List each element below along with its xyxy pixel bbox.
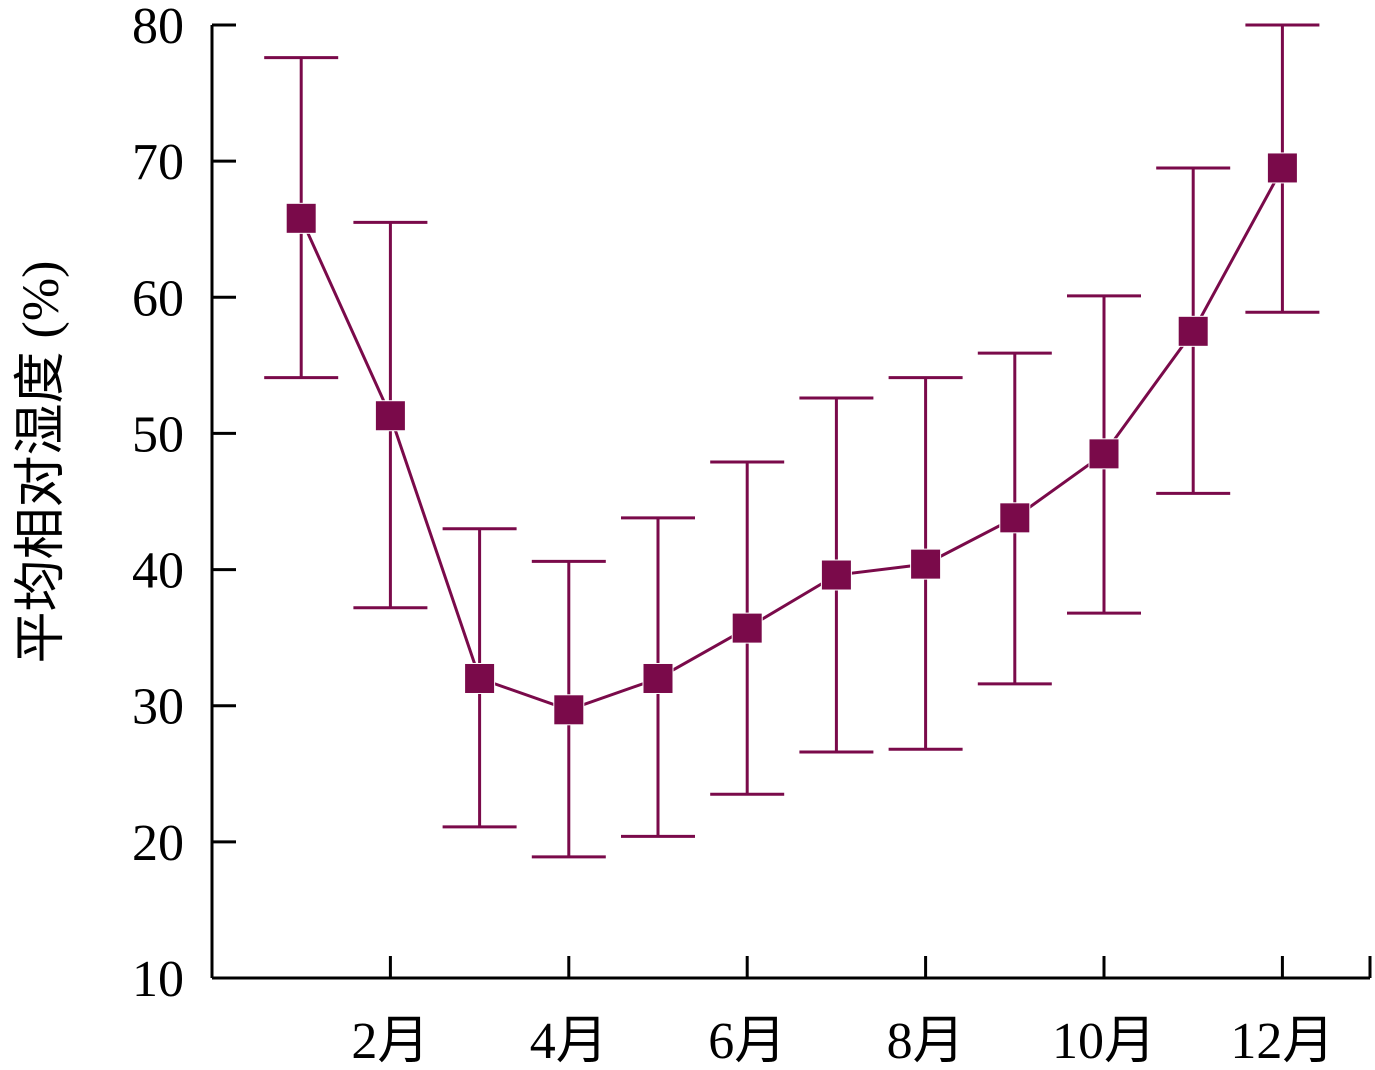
y-tick-label: 80	[132, 0, 184, 55]
y-tick-label: 60	[132, 270, 184, 327]
axes-group	[210, 23, 1372, 980]
data-point-marker	[910, 548, 942, 580]
y-tick-label: 30	[132, 679, 184, 736]
series-line	[299, 167, 1284, 712]
y-tick-label: 40	[132, 543, 184, 600]
data-point-marker	[642, 662, 674, 694]
data-point-marker	[1266, 152, 1298, 184]
y-tick-label: 70	[132, 134, 184, 191]
data-point-marker	[374, 400, 406, 432]
data-point-marker	[999, 502, 1031, 534]
x-tick-label: 6月	[708, 1013, 786, 1065]
error-bars-group	[264, 23, 1320, 859]
series-line-group	[299, 167, 1284, 712]
data-point-marker	[1177, 315, 1209, 347]
data-point-marker	[820, 559, 852, 591]
markers-group	[285, 152, 1298, 726]
x-tick-label: 12月	[1230, 1013, 1334, 1065]
y-tick-label: 50	[132, 406, 184, 463]
x-tick-label: 4月	[530, 1013, 608, 1065]
data-point-marker	[553, 694, 585, 726]
data-point-marker	[731, 612, 763, 644]
y-axis-title: 平均相对湿度 (%)	[13, 261, 70, 664]
x-tick-label: 2月	[351, 1013, 429, 1065]
data-point-marker	[464, 662, 496, 694]
data-point-marker	[1088, 438, 1120, 470]
labels-group: 10 20 30 40 50 60 70 80 2月 4月 6月 8月 10月 12月 平均相对湿度 (%)	[13, 0, 1334, 1070]
x-tick-label: 8月	[887, 1013, 965, 1065]
data-point-marker	[285, 202, 317, 234]
y-tick-label: 20	[132, 815, 184, 872]
x-tick-label: 10月	[1052, 1013, 1156, 1065]
y-tick-label: 10	[132, 951, 184, 1008]
